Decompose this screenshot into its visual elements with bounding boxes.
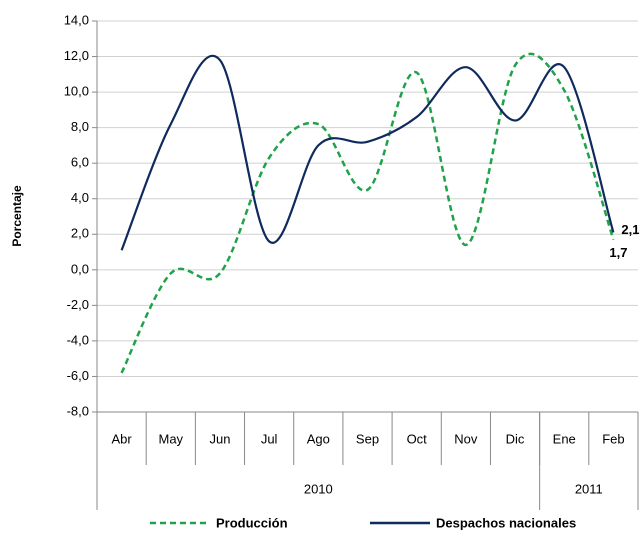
legend-label: Producción (216, 515, 288, 530)
y-tick-label: 14,0 (64, 12, 89, 27)
data-label: 2,1 (621, 222, 639, 237)
x-tick-label: Ene (553, 431, 576, 446)
y-tick-label: 10,0 (64, 84, 89, 99)
y-tick-label: 6,0 (71, 155, 89, 170)
legend-label: Despachos nacionales (436, 515, 576, 530)
y-tick-label: 4,0 (71, 190, 89, 205)
y-tick-label: 0,0 (71, 261, 89, 276)
y-axis-label: Porcentaje (10, 185, 24, 247)
group-label: 2010 (304, 481, 333, 496)
x-tick-label: Jun (209, 431, 230, 446)
x-tick-label: Jul (261, 431, 278, 446)
y-tick-label: -8,0 (67, 403, 89, 418)
y-tick-label: -6,0 (67, 368, 89, 383)
line-series (120, 52, 615, 374)
data-label: 1,7 (609, 245, 627, 260)
line-series (120, 54, 615, 251)
x-tick-label: Abr (111, 431, 132, 446)
x-tick-label: Feb (602, 431, 624, 446)
x-tick-label: Sep (356, 431, 379, 446)
y-tick-label: 2,0 (71, 226, 89, 241)
x-tick-label: Dic (506, 431, 525, 446)
y-tick-label: -2,0 (67, 297, 89, 312)
y-tick-label: 8,0 (71, 119, 89, 134)
y-tick-label: 12,0 (64, 48, 89, 63)
x-tick-label: Oct (407, 431, 428, 446)
y-tick-label: -4,0 (67, 332, 89, 347)
x-tick-label: Nov (454, 431, 478, 446)
x-tick-label: May (158, 431, 183, 446)
group-label: 2011 (575, 481, 603, 496)
x-tick-label: Ago (307, 431, 330, 446)
